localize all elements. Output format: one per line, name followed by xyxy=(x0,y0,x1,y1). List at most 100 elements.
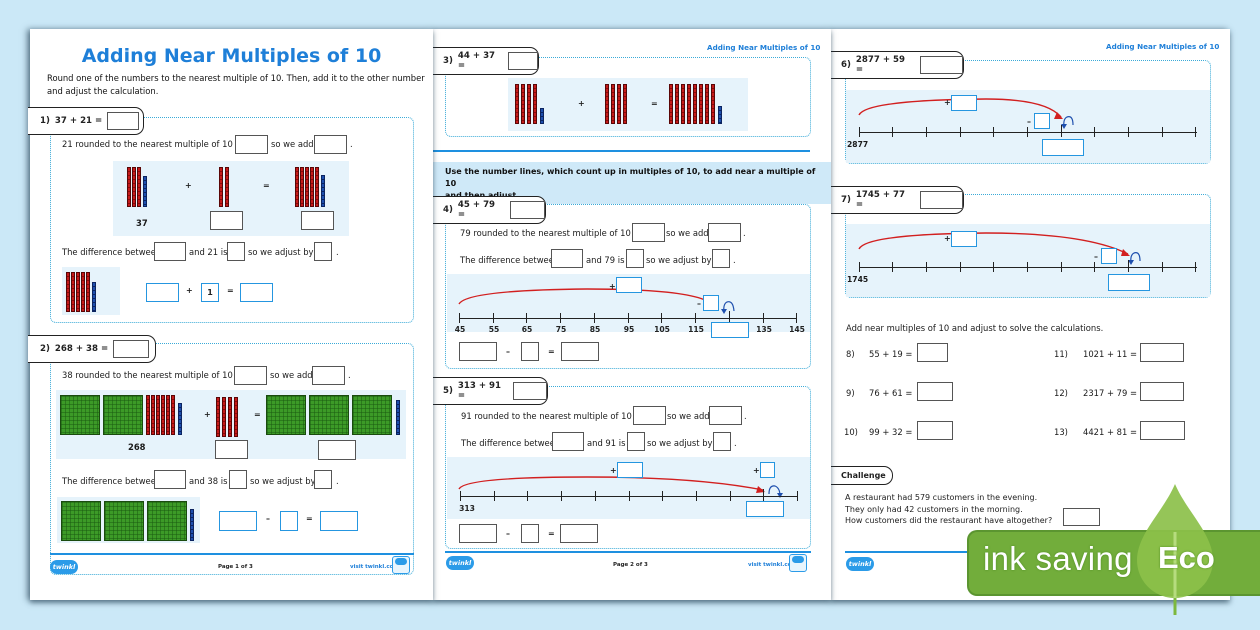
tens-rod-icon xyxy=(533,84,537,124)
difference-box[interactable] xyxy=(552,432,584,451)
adjust-box[interactable] xyxy=(521,524,539,543)
hundreds-flat-icon xyxy=(104,501,144,541)
diff-amount-box[interactable] xyxy=(626,249,644,268)
tens-rod-icon xyxy=(310,167,314,207)
rounded-box[interactable] xyxy=(235,135,268,154)
sum-box[interactable] xyxy=(318,440,356,460)
difference-box[interactable] xyxy=(154,470,186,489)
addend-box[interactable] xyxy=(210,211,243,230)
visit-link[interactable]: visit twinkl.com xyxy=(748,562,798,568)
calc-box[interactable] xyxy=(219,511,257,531)
result-box[interactable] xyxy=(240,283,273,302)
addend-box[interactable] xyxy=(215,440,248,459)
calc-box[interactable] xyxy=(146,283,179,302)
question-6-tab: 6) 2877 + 59 = xyxy=(829,51,964,79)
answer-box[interactable] xyxy=(919,191,963,209)
tens-rod-icon xyxy=(234,397,238,437)
add-box[interactable] xyxy=(708,223,741,242)
result-box[interactable] xyxy=(560,524,598,543)
difference-box[interactable] xyxy=(551,249,583,268)
eco-label: Eco xyxy=(1158,540,1215,575)
tens-rod-icon xyxy=(300,167,304,207)
tens-rod-icon xyxy=(699,84,703,124)
jump-box[interactable] xyxy=(951,95,977,111)
adjust-box[interactable] xyxy=(314,242,332,261)
add-box[interactable] xyxy=(314,135,347,154)
result-box[interactable] xyxy=(320,511,358,531)
adjust-box[interactable] xyxy=(712,249,730,268)
tens-rod-icon xyxy=(623,84,627,124)
ones-cubes-icon xyxy=(178,403,182,435)
challenge-answer-box[interactable] xyxy=(1063,508,1100,526)
adjust-jump-box[interactable] xyxy=(1034,113,1050,129)
twinkl-logo[interactable]: twinkl xyxy=(446,556,474,570)
visit-link[interactable]: visit twinkl.com xyxy=(350,564,400,570)
twinkl-logo[interactable]: twinkl xyxy=(846,557,874,571)
result-box[interactable] xyxy=(561,342,599,361)
tens-rod-icon xyxy=(161,395,165,435)
answer-box[interactable] xyxy=(107,112,140,130)
add-box[interactable] xyxy=(709,406,742,425)
diff-amount-box[interactable] xyxy=(227,242,245,261)
footer-rule xyxy=(50,553,414,555)
practice-answer-box[interactable] xyxy=(1140,343,1184,362)
jump-box[interactable] xyxy=(616,277,642,293)
answer-box[interactable] xyxy=(509,201,545,219)
landing-box[interactable] xyxy=(746,501,784,517)
sum-box[interactable] xyxy=(301,211,334,230)
tens-rod-icon xyxy=(305,167,309,207)
tens-rod-icon xyxy=(225,167,229,207)
running-head: Adding Near Multiples of 10 xyxy=(707,43,821,52)
tens-rod-icon xyxy=(681,84,685,124)
tens-rod-icon xyxy=(216,397,220,437)
rounded-box[interactable] xyxy=(632,223,665,242)
adjust-jump-box[interactable] xyxy=(760,462,775,478)
landing-box[interactable] xyxy=(1042,139,1084,156)
rounded-box[interactable] xyxy=(633,406,666,425)
tens-rod-icon xyxy=(675,84,679,124)
question-7-panel xyxy=(845,194,1211,298)
practice-answer-box[interactable] xyxy=(1140,421,1185,440)
adjust-box[interactable] xyxy=(713,432,731,451)
landing-box[interactable] xyxy=(1108,274,1150,291)
diff-amount-box[interactable] xyxy=(627,432,645,451)
calc-box[interactable] xyxy=(459,342,497,361)
adjust-box[interactable] xyxy=(521,342,539,361)
page-title: Adding Near Multiples of 10 xyxy=(81,45,382,67)
answer-box[interactable] xyxy=(113,340,150,358)
page-number: Page 2 of 3 xyxy=(613,562,648,568)
practice-answer-box[interactable] xyxy=(917,382,953,401)
answer-box[interactable] xyxy=(513,382,547,400)
landing-box[interactable] xyxy=(711,322,749,338)
adjust-jump-box[interactable] xyxy=(703,295,719,311)
tens-rod-icon xyxy=(66,272,70,312)
jump-box[interactable] xyxy=(617,462,643,478)
tens-rod-icon xyxy=(156,395,160,435)
tens-rod-icon xyxy=(86,272,90,312)
ones-cubes-icon xyxy=(718,106,722,124)
question-4-panel xyxy=(445,204,811,369)
question-4-tab: 4) 45 + 79 = xyxy=(431,196,546,224)
twinkl-logo[interactable]: twinkl xyxy=(50,560,78,574)
tens-rod-icon xyxy=(669,84,673,124)
practice-answer-box[interactable] xyxy=(917,421,953,440)
answer-box[interactable] xyxy=(919,56,963,74)
tens-rod-icon xyxy=(228,397,232,437)
quality-badge-icon xyxy=(789,554,807,572)
practice-answer-box[interactable] xyxy=(917,343,948,362)
practice-answer-box[interactable] xyxy=(1140,382,1184,401)
calc-box[interactable] xyxy=(459,524,497,543)
adjust-jump-box[interactable] xyxy=(1101,248,1117,264)
page-number: Page 1 of 3 xyxy=(218,564,253,570)
difference-box[interactable] xyxy=(154,242,186,261)
tens-rod-icon xyxy=(705,84,709,124)
add-box[interactable] xyxy=(312,366,345,385)
answer-box[interactable] xyxy=(508,52,538,70)
adjust-box[interactable] xyxy=(314,470,332,489)
ones-cubes-icon xyxy=(143,176,147,207)
tens-rod-icon xyxy=(137,167,141,207)
adjust-box[interactable] xyxy=(280,511,298,531)
rounded-box[interactable] xyxy=(234,366,267,385)
jump-box[interactable] xyxy=(951,231,977,247)
diff-amount-box[interactable] xyxy=(229,470,247,489)
